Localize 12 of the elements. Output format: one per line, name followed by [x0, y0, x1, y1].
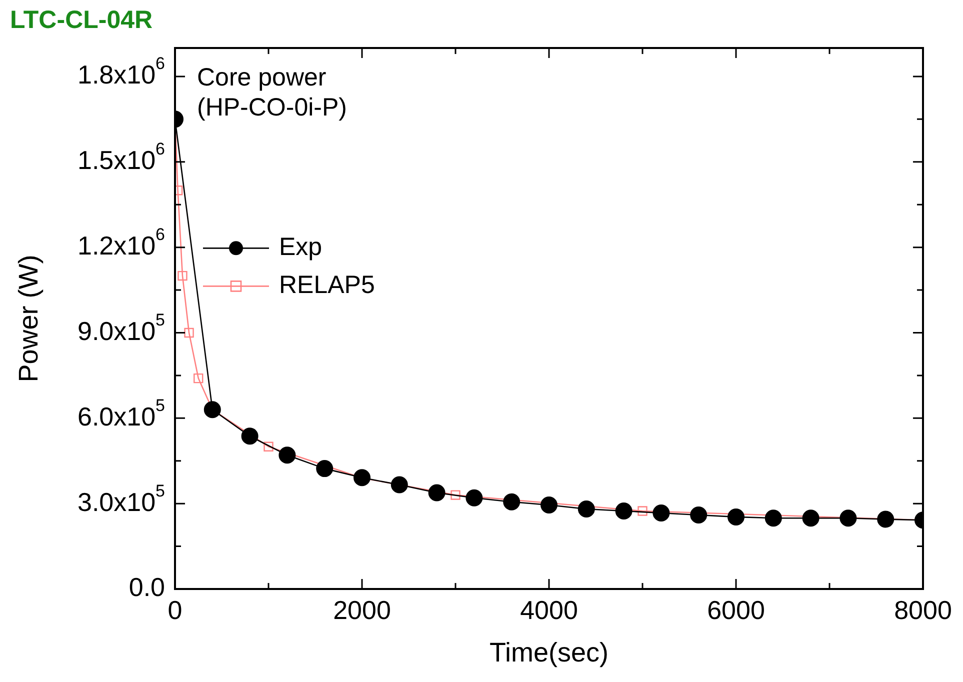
x-tick-label: 8000 [894, 595, 952, 626]
x-tick-label: 2000 [333, 595, 391, 626]
y-tick-label: 0.0 [128, 572, 166, 602]
legend-label: RELAP5 [279, 271, 375, 300]
annotation: Core power (HP-CO-0i-P) [197, 63, 347, 122]
x-tick-label: 6000 [707, 595, 765, 626]
y-axis-title: Power (W) [14, 254, 44, 382]
legend-label: Exp [279, 233, 322, 262]
x-tick-label: 0 [168, 595, 182, 626]
chart-title: LTC-CL-04R [10, 6, 153, 34]
x-axis-title: Time(sec) [490, 637, 608, 668]
x-tick-label: 4000 [520, 595, 578, 626]
